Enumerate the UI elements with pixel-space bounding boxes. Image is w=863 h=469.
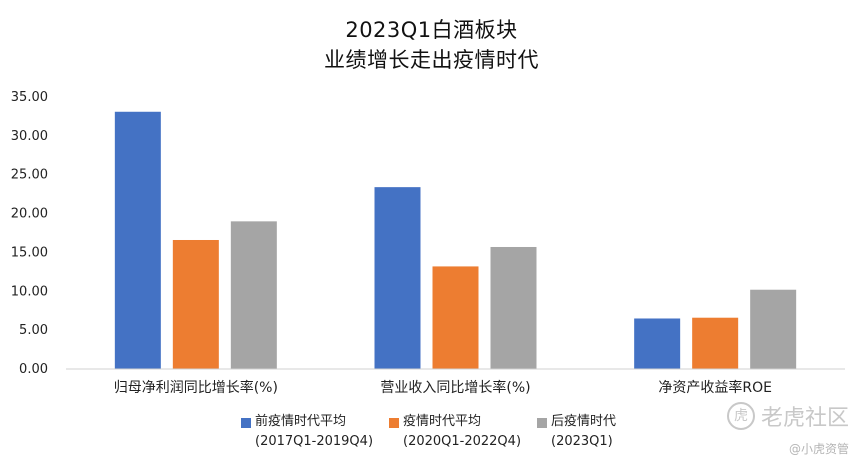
watermark-sub: @小虎资管: [788, 442, 849, 456]
y-tick-label: 20.00: [11, 207, 48, 222]
bar-series-2-cat-3: [692, 317, 739, 369]
legend-sub-series-1: (2017Q1-2019Q4): [255, 434, 374, 449]
y-tick-label: 25.00: [11, 168, 48, 183]
legend-item-series-1: 前疫情时代平均 (2017Q1-2019Q4): [241, 412, 373, 452]
bar-series-1-cat-1: [114, 111, 161, 369]
watermark: 虎 老虎社区: [726, 400, 849, 432]
x-category-label: 营业收入同比增长率(%): [380, 379, 530, 396]
y-axis: 0.00 5.00 10.00 15.00 20.00 25.00 30.00 35.00: [11, 90, 48, 377]
chart-title-line-1: 2023Q1白酒板块: [345, 18, 518, 42]
legend-item-series-3: 后疫情时代 (2023Q1): [537, 412, 616, 452]
legend-label-series-1: 前疫情时代平均: [255, 414, 347, 429]
y-tick-label: 10.00: [11, 284, 48, 299]
legend-swatch-series-2: [389, 418, 399, 428]
watermark-brand: 老虎社区: [760, 406, 849, 431]
x-category-label: 归母净利润同比增长率(%): [114, 379, 278, 396]
bar-series-3-cat-2: [490, 246, 537, 369]
legend-label-series-2: 疫情时代平均: [403, 414, 482, 429]
bar-series-1-cat-3: [634, 318, 681, 369]
legend-swatch-series-3: [537, 418, 547, 428]
tiger-logo-icon: 虎: [726, 402, 755, 430]
y-tick-label: 30.00: [11, 129, 48, 144]
y-tick-label: 5.00: [19, 323, 48, 338]
y-tick-label: 35.00: [11, 90, 48, 105]
legend-sub-series-3: (2023Q1): [551, 434, 613, 449]
x-category-label: 净资产收益率ROE: [658, 379, 772, 396]
y-tick-label: 0.00: [19, 362, 48, 377]
legend-label-series-3: 后疫情时代: [551, 414, 617, 429]
bar-series-3-cat-1: [230, 221, 277, 369]
legend-sub-series-2: (2020Q1-2022Q4): [403, 434, 522, 449]
bars: [114, 111, 797, 369]
bar-series-3-cat-3: [750, 289, 797, 369]
bar-series-1-cat-2: [374, 187, 421, 369]
bar-series-2-cat-2: [432, 266, 479, 369]
x-axis-categories: 归母净利润同比增长率(%) 营业收入同比增长率(%) 净资产收益率ROE: [114, 379, 772, 396]
bar-series-2-cat-1: [172, 239, 219, 369]
chart-title-line-2: 业绩增长走出疫情时代: [324, 48, 539, 72]
y-tick-label: 15.00: [11, 245, 48, 260]
legend-item-series-2: 疫情时代平均 (2020Q1-2022Q4): [389, 412, 521, 452]
legend-swatch-series-1: [241, 418, 251, 428]
